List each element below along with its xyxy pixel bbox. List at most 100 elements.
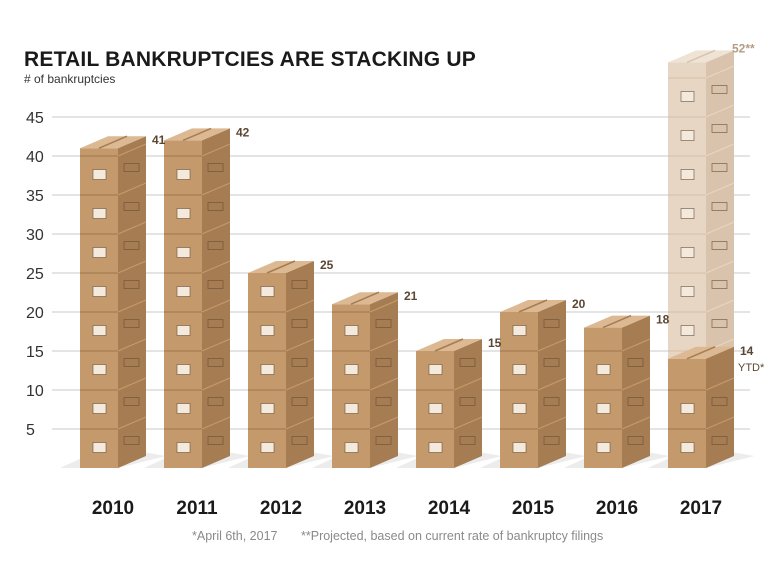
box-divider-side <box>201 182 231 196</box>
x-tick-label-2015: 2015 <box>512 498 555 519</box>
box-label-sticker <box>428 403 443 414</box>
box-divider-side <box>705 416 735 430</box>
bar-2010 <box>60 135 166 468</box>
box-divider-side <box>369 338 399 352</box>
y-axis-ticks: 5 10 15 20 25 30 35 40 45 <box>26 110 44 439</box>
box-label-sticker <box>596 364 611 375</box>
y-tick-label: 5 <box>26 422 35 439</box>
box-handling-symbols <box>207 358 224 367</box>
box-label-sticker <box>344 403 359 414</box>
box-label-sticker <box>512 325 527 336</box>
box-label-sticker <box>92 247 107 258</box>
box-handling-symbols <box>207 319 224 328</box>
bar-2017 <box>648 346 754 468</box>
box-handling-symbols <box>291 397 308 406</box>
box-handling-symbols <box>375 319 392 328</box>
box-handling-symbols <box>543 358 560 367</box>
x-tick-label-2012: 2012 <box>260 498 302 519</box>
box-label-sticker <box>596 442 611 453</box>
box-divider-side <box>117 377 147 391</box>
stack-front-face <box>80 148 118 468</box>
box-label-sticker <box>260 286 275 297</box>
box-label-sticker <box>512 403 527 414</box>
box-label-sticker <box>176 442 191 453</box>
box-label-sticker <box>92 169 107 180</box>
box-label-sticker <box>92 442 107 453</box>
box-divider-side <box>117 182 147 196</box>
box-divider-side <box>201 377 231 391</box>
box-handling-symbols <box>711 397 728 406</box>
box-label-sticker <box>344 364 359 375</box>
box-divider-side <box>201 416 231 430</box>
box-label-sticker <box>680 169 695 180</box>
box-label-sticker <box>596 403 611 414</box>
value-labels: 41 42 25 21 15 20 18 52** 14 YTD* <box>152 41 765 373</box>
box-label-sticker <box>680 91 695 102</box>
box-handling-symbols <box>543 319 560 328</box>
box-label-sticker <box>344 325 359 336</box>
box-divider-side <box>117 143 147 157</box>
box-label-sticker <box>428 364 443 375</box>
box-label-sticker <box>176 325 191 336</box>
box-tape <box>98 135 128 149</box>
x-tick-label-2016: 2016 <box>596 498 638 519</box>
y-tick-label: 30 <box>26 227 44 244</box>
box-handling-symbols <box>627 397 644 406</box>
box-label-sticker <box>176 403 191 414</box>
box-label-sticker <box>680 325 695 336</box>
box-tape <box>266 260 296 274</box>
box-divider-side <box>285 377 315 391</box>
ytd-label: YTD* <box>738 362 765 374</box>
y-tick-label: 20 <box>26 305 44 322</box>
x-tick-label-2010: 2010 <box>92 498 134 519</box>
box-handling-symbols <box>627 358 644 367</box>
box-divider-side <box>117 338 147 352</box>
y-tick-label: 25 <box>26 266 44 283</box>
box-label-sticker <box>428 442 443 453</box>
box-divider-side <box>537 416 567 430</box>
x-tick-label-2011: 2011 <box>176 498 218 519</box>
box-divider-side <box>201 299 231 313</box>
box-label-sticker <box>680 247 695 258</box>
box-divider-side <box>705 104 735 118</box>
box-handling-symbols <box>711 163 728 172</box>
box-divider-side <box>201 143 231 157</box>
bar-2011 <box>144 127 250 468</box>
y-tick-label: 10 <box>26 383 44 400</box>
box-tape <box>602 314 632 329</box>
box-label-sticker <box>92 403 107 414</box>
box-divider-side <box>621 416 651 430</box>
box-handling-symbols <box>207 163 224 172</box>
box-handling-symbols <box>375 436 392 445</box>
box-handling-symbols <box>291 319 308 328</box>
box-label-sticker <box>92 325 107 336</box>
footnote-projected: **Projected, based on current rate of ba… <box>301 529 604 543</box>
box-divider-side <box>453 377 483 391</box>
box-handling-symbols <box>543 397 560 406</box>
chart-subtitle: # of bankruptcies <box>24 72 116 86</box>
box-tape <box>350 291 380 305</box>
box-handling-symbols <box>375 358 392 367</box>
box-handling-symbols <box>207 241 224 250</box>
stack-side-face <box>286 261 314 468</box>
box-label-sticker <box>680 130 695 141</box>
box-divider-side <box>117 416 147 430</box>
box-divider-side <box>705 299 735 313</box>
box-divider-side <box>117 221 147 235</box>
value-label-2011: 42 <box>236 125 250 139</box>
box-handling-symbols <box>123 163 140 172</box>
box-label-sticker <box>260 325 275 336</box>
box-divider-side <box>201 221 231 235</box>
box-label-sticker <box>92 208 107 219</box>
y-tick-label: 40 <box>26 149 44 166</box>
bar-2013 <box>312 291 418 468</box>
box-divider-side <box>201 338 231 352</box>
stack-side-face <box>202 128 230 468</box>
chart-title: RETAIL BANKRUPTCIES ARE STACKING UP <box>24 48 476 71</box>
box-label-sticker <box>176 208 191 219</box>
box-handling-symbols <box>123 241 140 250</box>
box-divider-side <box>621 377 651 391</box>
box-handling-symbols <box>711 241 728 250</box>
box-handling-symbols <box>207 397 224 406</box>
box-label-sticker <box>512 442 527 453</box>
